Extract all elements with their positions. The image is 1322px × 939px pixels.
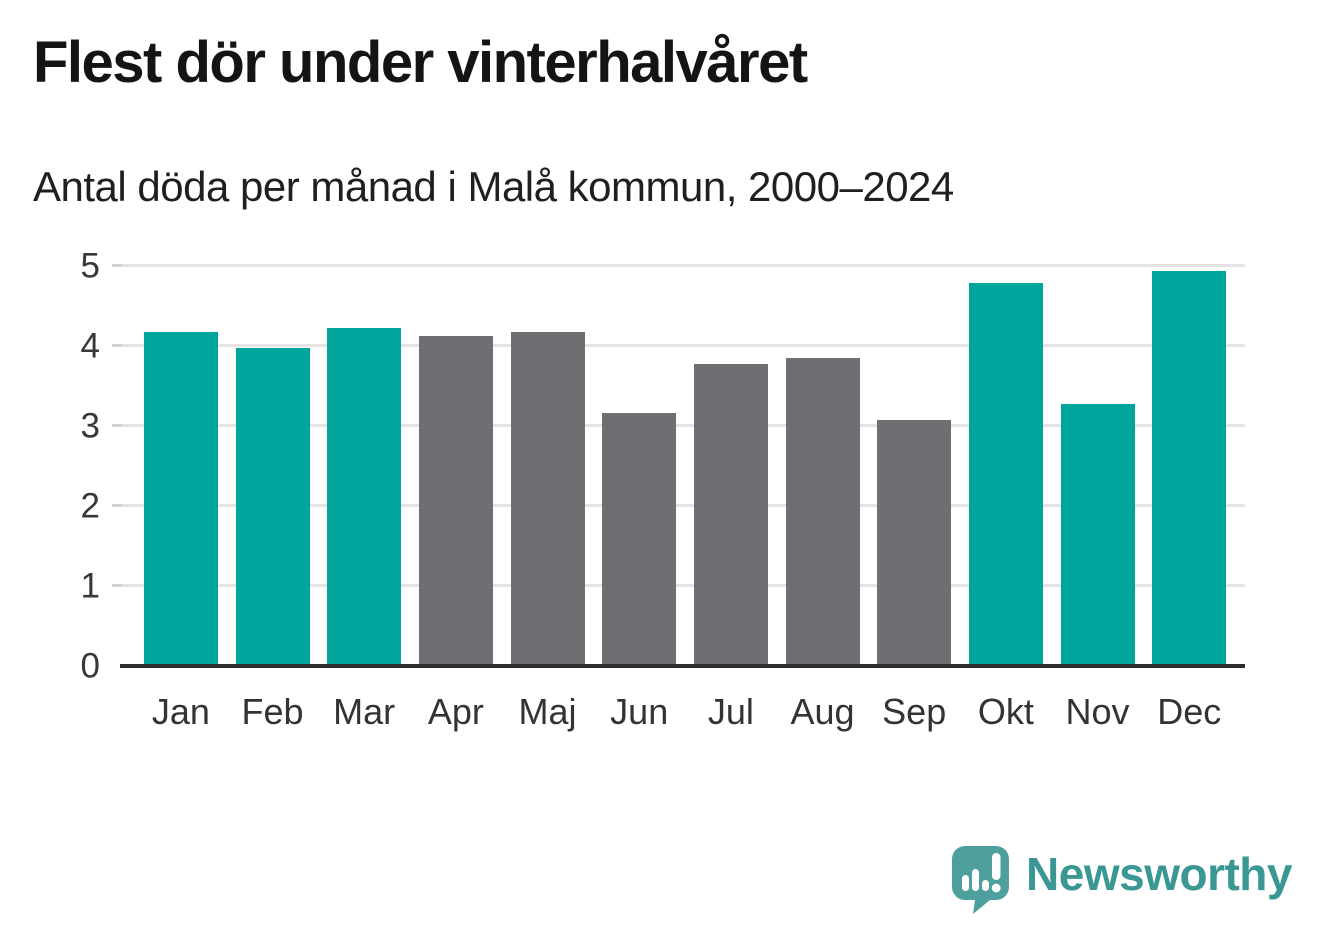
y-tick-label-0: 0 [80,646,100,686]
plot-area [112,264,1245,668]
gridline-4 [122,344,1245,347]
y-tickmark-2 [112,504,122,507]
x-tick-label-apr: Apr [427,691,484,732]
bar-cell-feb [227,266,319,666]
x-tick-label-jun: Jun [610,691,669,732]
bar-cell-mar [318,266,410,666]
y-tick-label-5: 5 [80,246,100,286]
bar-cell-aug [777,266,869,666]
gridline-5 [122,264,1245,267]
bar-cell-jul [685,266,777,666]
bar-feb [235,347,310,666]
x-tick-label-jul: Jul [707,691,754,732]
gridline-1 [122,584,1245,587]
x-tick-label-feb: Feb [241,691,304,732]
bar-cell-okt [960,266,1052,666]
y-tick-label-2: 2 [80,486,100,526]
x-tick-label-dec: Dec [1157,691,1222,732]
bar-cell-sep [868,266,960,666]
y-tick-label-4: 4 [80,326,100,366]
bar-jan [143,331,218,666]
bar-jun [602,413,677,666]
bar-cell-jun [593,266,685,666]
y-tickmark-5 [112,264,122,267]
bar-cell-nov [1052,266,1144,666]
x-axis-labels: Jan Feb Mar Apr Maj Jun Jul Aug Sep Okt Nov Dec [122,690,1245,733]
bar-apr [418,335,493,666]
bar-cell-jan [135,266,227,666]
bar-dec [1152,270,1227,666]
x-axis-line [120,664,1245,668]
x-tick-label-okt: Okt [977,691,1034,732]
y-axis-labels: 0 1 2 3 4 5 [28,249,100,684]
bar-maj [510,331,585,666]
bar-jul [693,363,768,666]
bar-cell-apr [410,266,502,666]
bar-aug [785,358,860,666]
bar-nov [1060,403,1135,666]
chart-subtitle: Antal döda per månad i Malå kommun, 2000… [33,163,954,210]
gridline-3 [122,424,1245,427]
newsworthy-logo-icon [952,846,1010,914]
y-tickmark-3 [112,424,122,427]
x-tick-label-mar: Mar [333,691,396,732]
newsworthy-logo-text: Newsworthy [1026,848,1292,900]
y-tick-label-1: 1 [80,566,100,606]
gridline-2 [122,504,1245,507]
bar-mar [327,328,402,666]
chart-title: Flest dör under vinterhalvåret [33,30,808,95]
x-tick-label-maj: Maj [518,691,577,732]
y-tickmark-1 [112,584,122,587]
bar-cell-dec [1143,266,1235,666]
y-tickmark-4 [112,344,122,347]
bar-sep [877,419,952,666]
bar-okt [968,282,1043,666]
y-tick-label-3: 3 [80,406,100,446]
x-tick-label-sep: Sep [882,691,947,732]
x-tick-label-aug: Aug [790,691,855,732]
x-tick-label-nov: Nov [1065,691,1130,732]
x-tick-label-jan: Jan [151,691,210,732]
bars-row [122,266,1245,666]
newsworthy-branding: Newsworthy [949,844,1292,914]
bar-cell-maj [502,266,594,666]
